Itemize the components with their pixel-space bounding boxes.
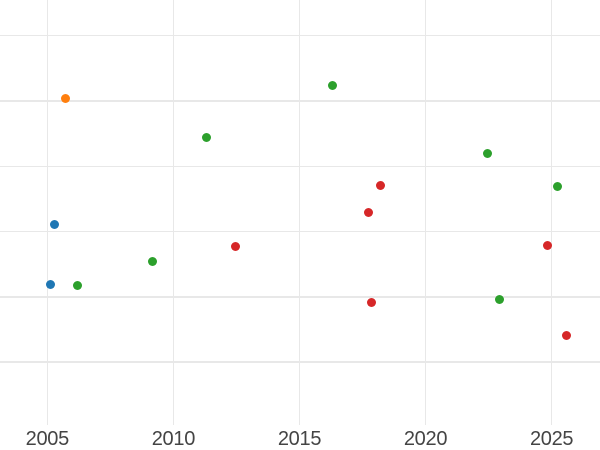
scatter-point-red	[364, 207, 374, 217]
scatter-point-red	[561, 330, 571, 340]
gridline-vertical	[172, 0, 175, 425]
x-tick-label: 2005	[25, 428, 70, 450]
scatter-point-green	[72, 281, 82, 291]
scatter-point-red	[231, 241, 241, 251]
x-tick-label: 2025	[529, 428, 574, 450]
scatter-point-green	[148, 257, 158, 267]
gridline-vertical	[424, 0, 427, 425]
scatter-point-orange	[60, 94, 70, 104]
scatter-point-green	[483, 148, 493, 158]
x-tick-label: 2015	[277, 428, 322, 450]
gridline-vertical	[550, 0, 553, 425]
scatter-point-green	[328, 81, 338, 91]
scatter-point-red	[376, 180, 386, 190]
scatter-point-green	[552, 182, 562, 192]
scatter-point-blue	[49, 220, 59, 230]
x-tick-label: 2020	[403, 428, 448, 450]
gridline-vertical	[298, 0, 301, 425]
scatter-point-green	[494, 294, 504, 304]
scatter-point-red	[543, 240, 553, 250]
scatter-point-green	[202, 132, 212, 142]
scatter-point-red	[367, 298, 377, 308]
scatter-point-blue	[45, 280, 55, 290]
gridline-vertical	[46, 0, 49, 425]
x-tick-label: 2010	[151, 428, 196, 450]
